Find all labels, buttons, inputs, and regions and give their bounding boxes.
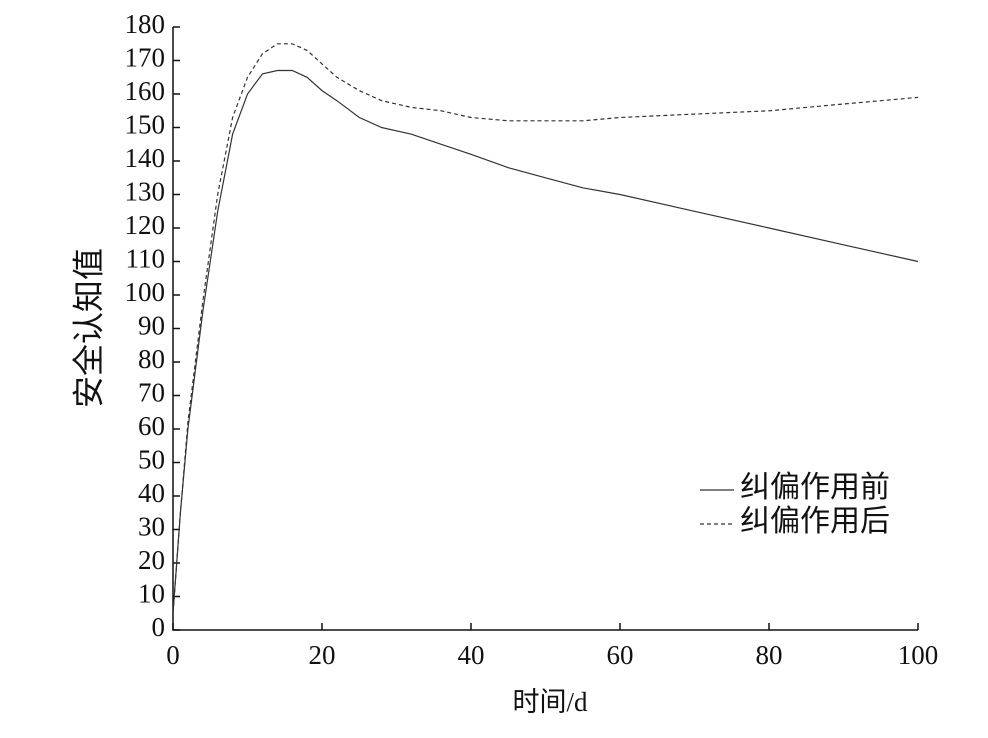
x-tick-label: 20 <box>309 640 336 670</box>
y-tick-label: 60 <box>138 411 165 441</box>
x-tick-label: 60 <box>607 640 634 670</box>
series-line <box>172 43 919 614</box>
series-line <box>172 69 919 614</box>
y-tick-label: 100 <box>125 277 166 307</box>
x-tick-label: 40 <box>458 640 485 670</box>
x-tick-label: 80 <box>756 640 783 670</box>
y-tick-label: 150 <box>125 110 166 140</box>
y-tick-label: 160 <box>125 76 166 106</box>
x-tick-label: 0 <box>166 640 180 670</box>
y-tick-label: 110 <box>126 244 166 274</box>
y-tick-label: 140 <box>125 143 166 173</box>
y-tick-label: 120 <box>125 210 166 240</box>
legend-label: 纠偏作用后 <box>740 505 890 538</box>
y-tick-label: 170 <box>125 43 166 73</box>
axes <box>172 27 918 631</box>
x-axis-label: 时间/d <box>512 687 588 717</box>
y-tick-label: 40 <box>138 478 165 508</box>
y-tick-label: 130 <box>125 177 166 207</box>
y-tick-label: 70 <box>138 378 165 408</box>
legend-label: 纠偏作用前 <box>740 471 890 504</box>
y-tick-label: 0 <box>152 612 166 642</box>
y-tick-label: 10 <box>138 579 165 609</box>
y-tick-label: 50 <box>138 445 165 475</box>
y-tick-label: 90 <box>138 311 165 341</box>
x-tick-label: 100 <box>898 640 939 670</box>
y-tick-label: 20 <box>138 545 165 575</box>
y-tick-label: 180 <box>125 9 166 39</box>
y-tick-label: 30 <box>138 512 165 542</box>
y-axis-label: 安全认知值 <box>70 248 106 408</box>
y-tick-label: 80 <box>138 344 165 374</box>
